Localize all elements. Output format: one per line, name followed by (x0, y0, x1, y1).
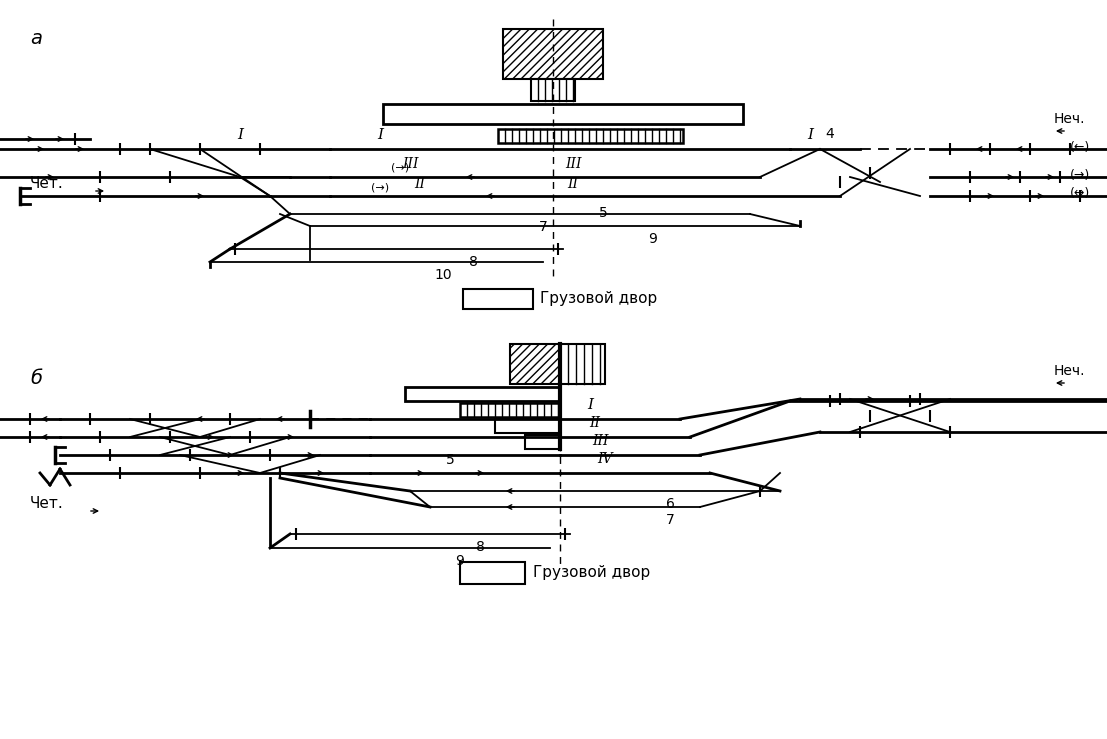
Text: Чет.: Чет. (30, 177, 64, 191)
Text: 8: 8 (476, 540, 485, 554)
Text: III: III (402, 157, 418, 171)
Bar (525, 435, 560, 449)
Text: Грузовой двор: Грузовой двор (540, 291, 658, 307)
Bar (463, 289, 532, 309)
Text: 4: 4 (826, 127, 835, 141)
Bar (461, 403, 560, 417)
Text: 5: 5 (446, 453, 454, 467)
Text: Неч.: Неч. (1054, 112, 1085, 126)
Text: (→): (→) (371, 182, 389, 192)
Text: III: III (565, 157, 581, 171)
Bar (461, 562, 525, 584)
Text: Неч.: Неч. (1054, 364, 1085, 378)
Text: II: II (414, 177, 425, 191)
Text: 9: 9 (649, 232, 658, 246)
Text: (↔): (↔) (1069, 188, 1090, 200)
Text: 9: 9 (456, 554, 465, 568)
Text: Чет.: Чет. (30, 497, 64, 511)
Bar (560, 344, 606, 384)
Text: 5: 5 (599, 206, 608, 220)
Text: Грузовой двор: Грузовой двор (532, 565, 650, 581)
Text: (→): (→) (1069, 168, 1090, 182)
Bar (405, 387, 560, 401)
Bar (498, 129, 683, 143)
Text: 10: 10 (434, 268, 452, 282)
Text: I: I (587, 398, 593, 412)
Text: (←): (←) (1069, 140, 1090, 154)
Text: 7: 7 (539, 220, 547, 234)
Text: 8: 8 (468, 255, 477, 269)
Text: I: I (377, 128, 383, 142)
Text: 6: 6 (665, 497, 674, 511)
Text: II: II (568, 177, 579, 191)
Bar (531, 79, 575, 101)
Text: (→): (→) (391, 162, 410, 172)
Text: IV: IV (598, 452, 613, 466)
Bar (383, 104, 743, 124)
Bar (503, 29, 603, 79)
Text: а: а (30, 29, 42, 48)
Text: б: б (30, 369, 42, 388)
Text: 7: 7 (665, 513, 674, 527)
Text: I: I (807, 128, 813, 142)
Bar (510, 344, 560, 384)
Text: III: III (592, 434, 608, 448)
Text: II: II (590, 416, 600, 430)
Bar (495, 419, 560, 433)
Text: I: I (237, 128, 244, 142)
